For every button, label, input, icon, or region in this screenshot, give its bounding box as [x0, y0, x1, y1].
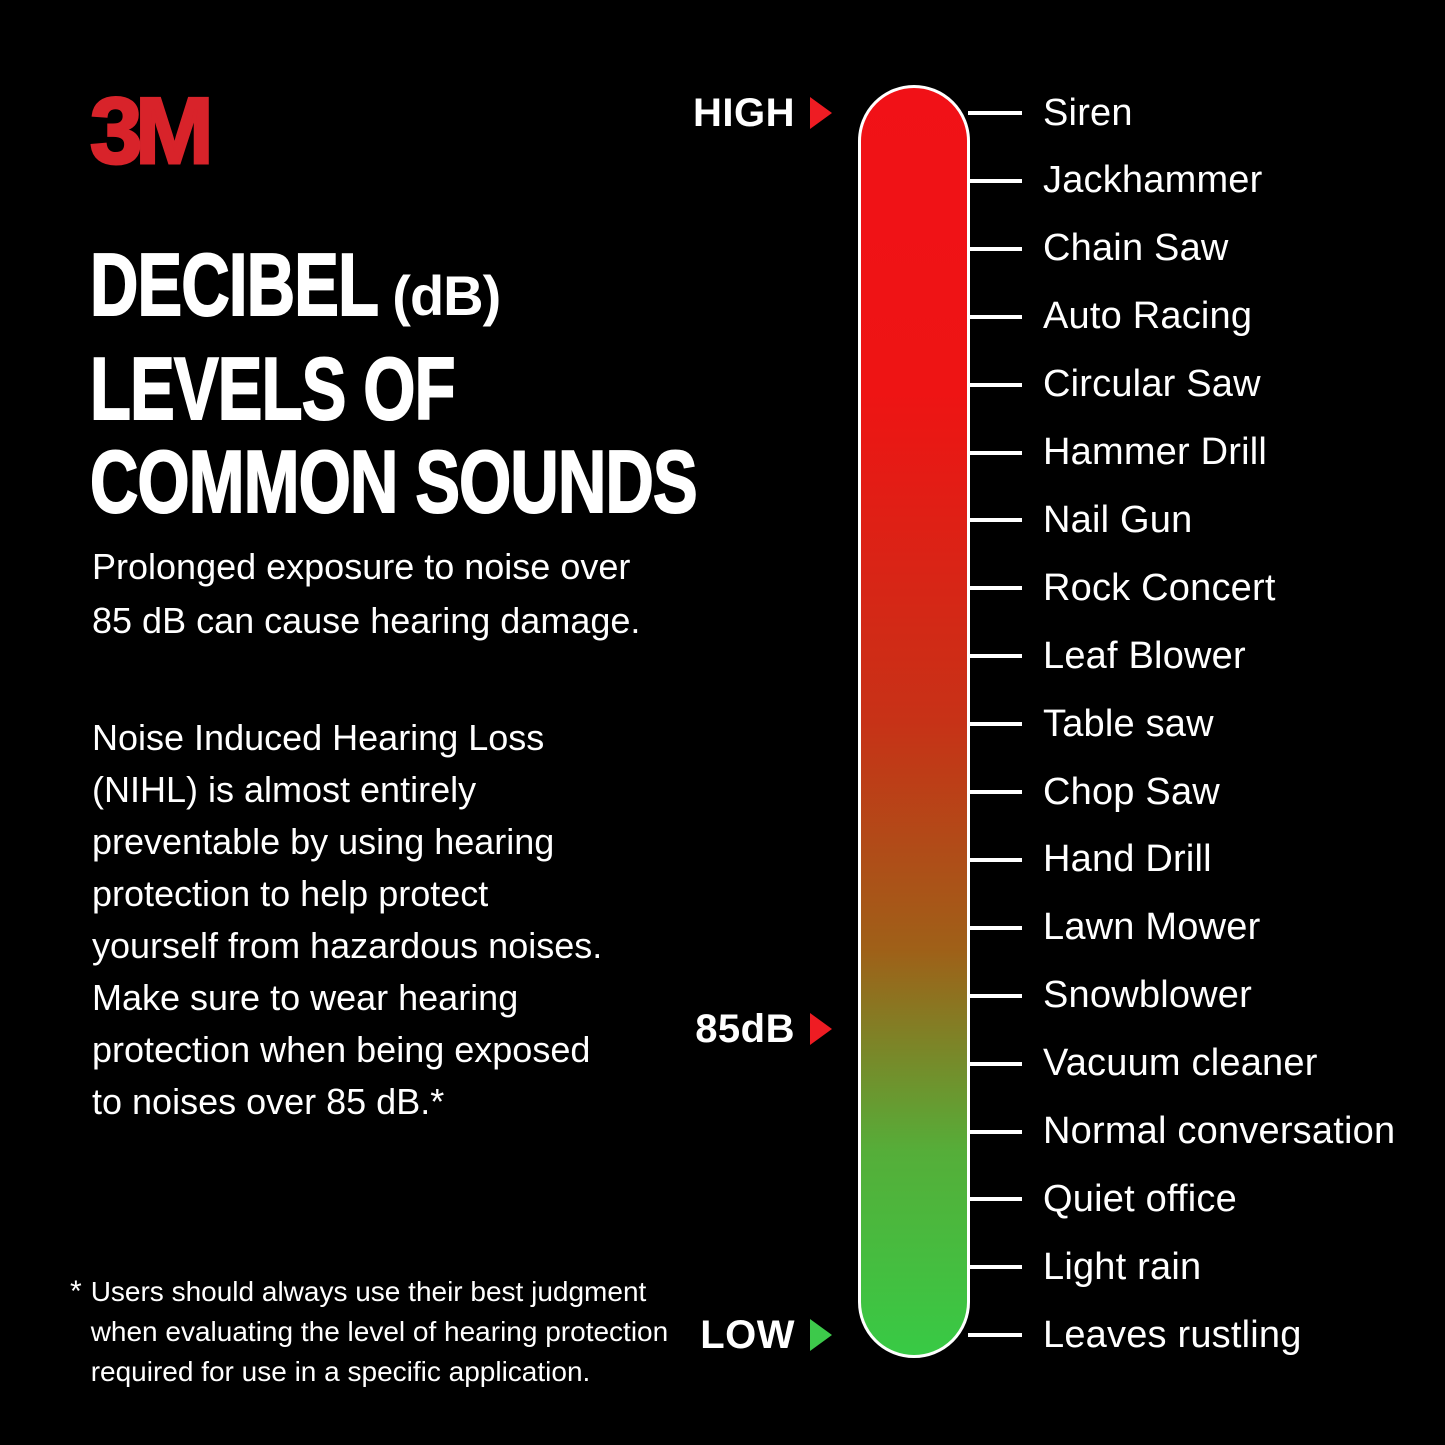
- marker-85db: 85dB: [695, 1007, 832, 1051]
- sound-item-label: Chain Saw: [1043, 227, 1229, 270]
- marker-high: HIGH: [693, 91, 832, 135]
- tick-line: [968, 1061, 1022, 1066]
- sound-item-row: Normal conversation: [968, 1105, 1395, 1159]
- heading-line-2: LEVELS OF: [89, 339, 456, 438]
- tick-line: [968, 1333, 1022, 1338]
- arrow-right-icon: [810, 1013, 832, 1045]
- sound-item-row: Leaf Blower: [968, 629, 1246, 683]
- tick-line: [968, 654, 1022, 659]
- 3m-logo: 3M: [89, 78, 216, 183]
- marker-low: LOW: [700, 1313, 832, 1357]
- sound-item-row: Hand Drill: [968, 833, 1212, 887]
- sound-item-label: Nail Gun: [1043, 498, 1193, 541]
- sound-item-label: Circular Saw: [1043, 363, 1261, 406]
- sound-item-row: Auto Racing: [968, 290, 1252, 344]
- sound-item-label: Chop Saw: [1043, 770, 1220, 813]
- body-paragraph: Noise Induced Hearing Loss (NIHL) is alm…: [92, 717, 603, 1122]
- sound-item-row: Jackhammer: [968, 154, 1263, 208]
- sound-item-label: Lawn Mower: [1043, 906, 1261, 949]
- sound-item-label: Auto Racing: [1043, 295, 1253, 338]
- sound-item-label: Table saw: [1043, 702, 1214, 745]
- sound-item-row: Nail Gun: [968, 493, 1192, 547]
- tick-line: [968, 382, 1022, 387]
- sound-item-row: Light rain: [968, 1240, 1201, 1294]
- sound-item-label: Leaves rustling: [1043, 1313, 1302, 1356]
- sound-item-label: Rock Concert: [1043, 566, 1276, 609]
- tick-line: [968, 993, 1022, 998]
- tick-line: [968, 925, 1022, 930]
- sound-item-label: Quiet office: [1043, 1177, 1237, 1220]
- sound-item-row: Lawn Mower: [968, 901, 1260, 955]
- sound-item-row: Hammer Drill: [968, 426, 1267, 480]
- sound-item-row: Snowblower: [968, 969, 1252, 1023]
- sound-item-label: Hand Drill: [1043, 838, 1212, 881]
- sound-item-row: Quiet office: [968, 1172, 1237, 1226]
- sound-item-row: Chop Saw: [968, 765, 1220, 819]
- tick-line: [968, 1197, 1022, 1202]
- marker-high-label: HIGH: [693, 90, 795, 135]
- sound-item-label: Hammer Drill: [1043, 431, 1268, 473]
- sound-item-row: Leaves rustling: [968, 1308, 1302, 1362]
- heading-line-3: COMMON SOUNDS: [89, 432, 698, 531]
- sound-item-label: Light rain: [1043, 1245, 1202, 1288]
- sound-item-label: Normal conversation: [1043, 1110, 1396, 1152]
- footnote: * Users should always use their best jud…: [70, 1272, 668, 1392]
- decibel-gradient-bar: [858, 85, 970, 1358]
- tick-line: [968, 722, 1022, 727]
- sound-item-row: Table saw: [968, 697, 1214, 751]
- sound-item-label: Siren: [1043, 91, 1133, 134]
- tick-line: [968, 790, 1022, 794]
- heading-line-1: DECIBEL (dB): [89, 235, 697, 342]
- marker-85db-label: 85dB: [695, 1006, 795, 1051]
- sound-item-label: Vacuum cleaner: [1043, 1042, 1318, 1085]
- sound-item-row: Siren: [968, 86, 1133, 140]
- tick-line: [968, 178, 1022, 183]
- tick-line: [968, 857, 1022, 862]
- sound-item-row: Vacuum cleaner: [968, 1037, 1318, 1091]
- sound-item-row: Circular Saw: [968, 358, 1261, 412]
- tick-line: [968, 450, 1022, 455]
- tick-line: [968, 1129, 1022, 1134]
- heading-decibel: DECIBEL: [89, 235, 380, 334]
- sound-item-row: Chain Saw: [968, 222, 1229, 276]
- sound-item-label: Jackhammer: [1043, 159, 1263, 202]
- heading-db-unit: (dB): [392, 264, 501, 327]
- tick-line: [968, 586, 1022, 591]
- footnote-text: Users should always use their best judgm…: [90, 1276, 669, 1387]
- marker-low-label: LOW: [700, 1312, 795, 1357]
- tick-line: [968, 111, 1022, 115]
- footnote-asterisk: *: [70, 1275, 82, 1308]
- tick-line: [968, 314, 1022, 319]
- sound-item-label: Leaf Blower: [1043, 634, 1246, 677]
- page-title: DECIBEL (dB) LEVELS OF COMMON SOUNDS: [89, 235, 698, 531]
- tick-line: [968, 518, 1022, 523]
- tick-line: [968, 1265, 1022, 1270]
- sound-item-row: Rock Concert: [968, 561, 1276, 615]
- arrow-right-icon: [810, 1319, 832, 1351]
- sound-item-label: Snowblower: [1043, 974, 1252, 1017]
- tick-line: [968, 246, 1022, 251]
- intro-paragraph: Prolonged exposure to noise over 85 dB c…: [92, 546, 641, 641]
- arrow-right-icon: [810, 97, 832, 129]
